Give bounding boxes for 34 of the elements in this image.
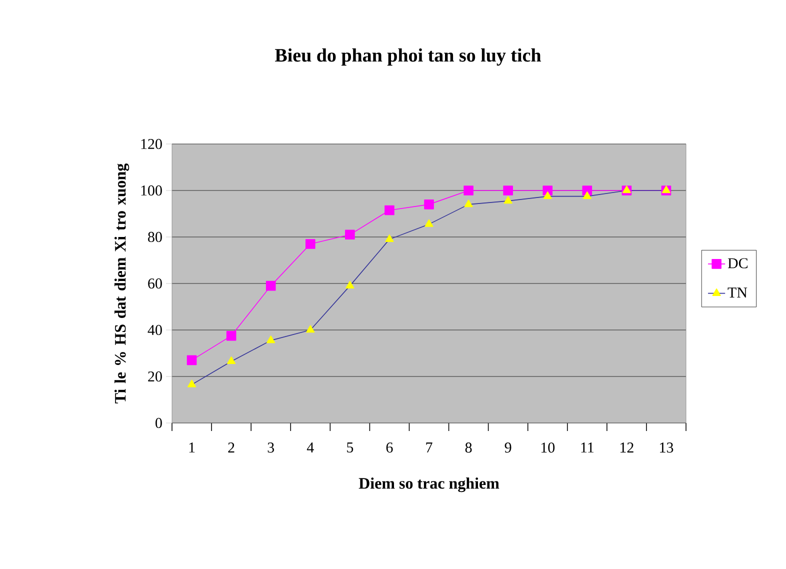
x-tick-label: 1	[189, 442, 195, 452]
x-tick-label: 13	[660, 442, 674, 453]
y-tick-label: 60	[148, 278, 162, 289]
x-tick-label: 7	[426, 442, 432, 452]
y-tick-label: 40	[148, 324, 162, 336]
x-tick-label: 11	[581, 442, 594, 452]
point	[226, 330, 236, 341]
x-tick-label: 9	[504, 442, 512, 453]
x-tick-label: 3	[268, 442, 274, 453]
point	[503, 186, 513, 196]
x-tick-label: 5	[347, 442, 354, 452]
chart-title: Bieu do phan phoi tan so luy tich	[275, 48, 542, 66]
legend-label: TN	[728, 288, 748, 298]
point	[186, 355, 197, 366]
x-tick-label: 12	[620, 442, 634, 452]
x-tick-label: 10	[541, 442, 555, 453]
x-tick-label: 6	[386, 442, 393, 453]
y-tick-label: 80	[148, 232, 162, 242]
point	[305, 239, 316, 249]
y-tick-label: 20	[148, 371, 162, 382]
point	[464, 186, 474, 196]
x-axis-title: Diem so trac nghiem	[358, 478, 500, 492]
y-tick-label: 100	[141, 185, 162, 196]
point	[384, 205, 394, 216]
y-axis-title: Ti le % HS dat diem Xi tro xuong	[114, 163, 130, 404]
legend-label: DC	[728, 258, 748, 268]
point	[345, 230, 355, 240]
x-tick-label: 8	[465, 442, 472, 453]
point	[266, 280, 276, 291]
point	[424, 200, 434, 210]
x-tick-label: 2	[228, 442, 234, 452]
x-tick-label: 4	[306, 442, 314, 452]
y-tick-label: 0	[156, 418, 162, 428]
y-tick-label: 120	[141, 138, 162, 150]
